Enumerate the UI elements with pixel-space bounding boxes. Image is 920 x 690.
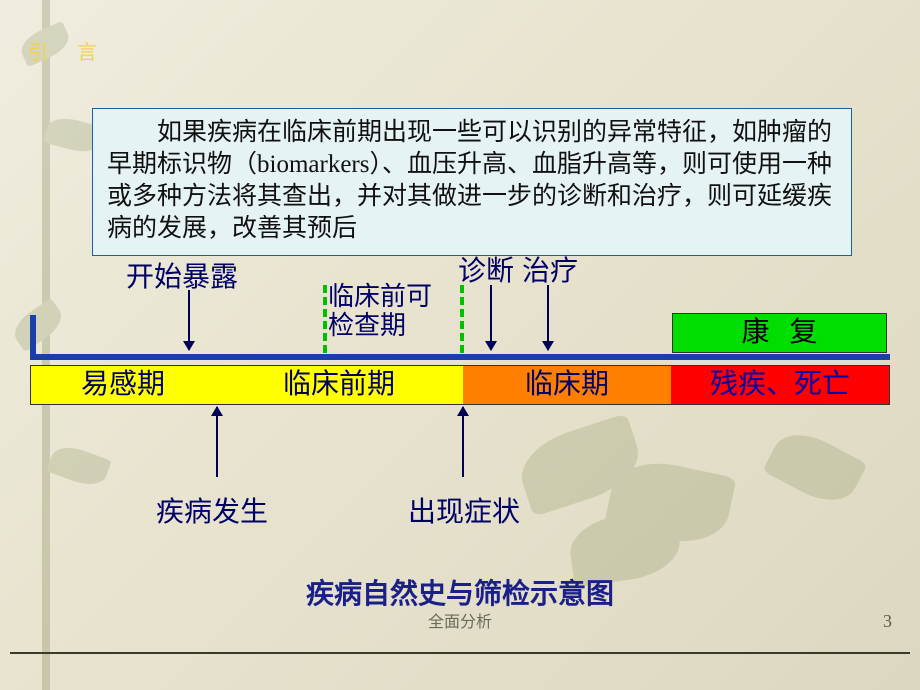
label-symptoms: 出现症状 bbox=[408, 490, 520, 530]
label-disease-onset: 疾病发生 bbox=[156, 490, 268, 530]
dashed-marker bbox=[323, 285, 327, 353]
arrow-up bbox=[462, 407, 464, 477]
timeline-axis bbox=[30, 354, 890, 360]
phase-bar: 易感期临床前期临床期残疾、死亡 bbox=[30, 365, 890, 405]
timeline-left-cap bbox=[30, 315, 36, 359]
phase-segment: 易感期 bbox=[31, 366, 215, 404]
page-number: 3 bbox=[883, 611, 892, 632]
description-box: 如果疾病在临床前期出现一些可以识别的异常特征，如肿瘤的早期标识物（biomark… bbox=[92, 108, 852, 256]
footer-text: 全面分析 bbox=[0, 608, 920, 632]
bottom-rule bbox=[10, 652, 910, 654]
arrow-down bbox=[490, 285, 492, 350]
arrow-up bbox=[216, 407, 218, 477]
arrow-down bbox=[188, 290, 190, 350]
label-treatment: 治疗 bbox=[522, 249, 578, 289]
label-preclinical-detect: 临床前可 检查期 bbox=[328, 283, 432, 340]
phase-segment: 临床期 bbox=[463, 366, 671, 404]
phase-segment: 残疾、死亡 bbox=[671, 366, 889, 404]
phase-segment: 临床前期 bbox=[215, 366, 463, 404]
phase-recovery: 康复 bbox=[672, 313, 887, 353]
label-exposure: 开始暴露 bbox=[126, 255, 238, 295]
header-label: 引 言 bbox=[28, 36, 109, 65]
label-diagnosis: 诊断 bbox=[458, 249, 514, 289]
diagram-caption: 疾病自然史与筛检示意图 bbox=[0, 572, 920, 612]
dashed-marker bbox=[460, 285, 464, 353]
arrow-down bbox=[547, 285, 549, 350]
timeline-diagram: 开始暴露 临床前可 检查期 诊断 治疗 康复 易感期临床前期临床期残疾、死亡 疾… bbox=[30, 255, 890, 545]
